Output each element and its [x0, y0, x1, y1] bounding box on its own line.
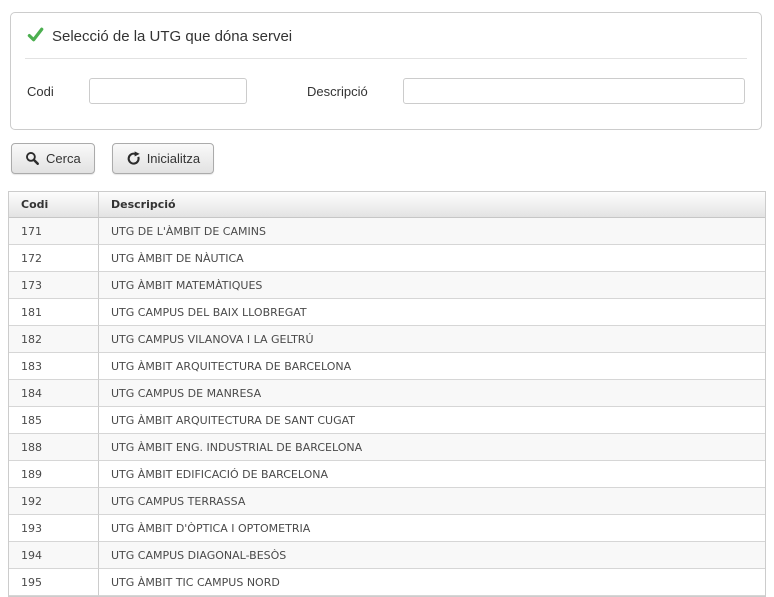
inicialitza-button-label: Inicialitza — [146, 151, 201, 166]
table-row[interactable]: 181 UTG CAMPUS DEL BAIX LLOBREGAT — [9, 299, 765, 326]
table-row[interactable]: 193 UTG ÀMBIT D'ÒPTICA I OPTOMETRIA — [9, 515, 765, 542]
search-form: Codi Descripció — [11, 59, 761, 129]
page-title: Selecció de la UTG que dóna servei — [52, 28, 293, 45]
table-row[interactable]: 189 UTG ÀMBIT EDIFICACIÓ DE BARCELONA — [9, 461, 765, 488]
table-header-row: Codi Descripció — [9, 192, 765, 218]
table-row[interactable]: 185 UTG ÀMBIT ARQUITECTURA DE SANT CUGAT — [9, 407, 765, 434]
cell-codi: 194 — [9, 542, 99, 569]
cell-codi: 189 — [9, 461, 99, 488]
cell-descripcio: UTG ÀMBIT EDIFICACIÓ DE BARCELONA — [99, 461, 765, 488]
table-row[interactable]: 194 UTG CAMPUS DIAGONAL-BESÒS — [9, 542, 765, 569]
cell-descripcio: UTG CAMPUS VILANOVA I LA GELTRÚ — [99, 326, 765, 353]
table-row[interactable]: 171 UTG DE L'ÀMBIT DE CAMINS — [9, 218, 765, 245]
cell-codi: 192 — [9, 488, 99, 515]
panel-header: Selecció de la UTG que dóna servei — [11, 13, 761, 58]
codi-input[interactable] — [89, 78, 247, 104]
inicialitza-button[interactable]: Inicialitza — [111, 143, 215, 174]
cell-descripcio: UTG ÀMBIT TIC CAMPUS NORD — [99, 569, 765, 596]
cell-descripcio: UTG ÀMBIT ARQUITECTURA DE BARCELONA — [99, 353, 765, 380]
table-row[interactable]: 183 UTG ÀMBIT ARQUITECTURA DE BARCELONA — [9, 353, 765, 380]
cell-codi: 173 — [9, 272, 99, 299]
table-row[interactable]: 184 UTG CAMPUS DE MANRESA — [9, 380, 765, 407]
cell-descripcio: UTG ÀMBIT MATEMÀTIQUES — [99, 272, 765, 299]
table-row[interactable]: 192 UTG CAMPUS TERRASSA — [9, 488, 765, 515]
cell-codi: 185 — [9, 407, 99, 434]
cell-codi: 181 — [9, 299, 99, 326]
toolbar: Cerca Inicialitza — [11, 143, 774, 174]
table-row[interactable]: 188 UTG ÀMBIT ENG. INDUSTRIAL DE BARCELO… — [9, 434, 765, 461]
cell-codi: 183 — [9, 353, 99, 380]
cell-codi: 172 — [9, 245, 99, 272]
codi-label: Codi — [27, 83, 54, 99]
table-row[interactable]: 195 UTG ÀMBIT TIC CAMPUS NORD — [9, 569, 765, 596]
refresh-icon — [126, 151, 141, 166]
cell-descripcio: UTG CAMPUS DE MANRESA — [99, 380, 765, 407]
selection-panel: Selecció de la UTG que dóna servei Codi … — [10, 12, 762, 130]
cell-descripcio: UTG ÀMBIT D'ÒPTICA I OPTOMETRIA — [99, 515, 765, 542]
descripcio-input[interactable] — [403, 78, 745, 104]
cell-descripcio: UTG CAMPUS TERRASSA — [99, 488, 765, 515]
cell-codi: 188 — [9, 434, 99, 461]
cell-descripcio: UTG ÀMBIT ARQUITECTURA DE SANT CUGAT — [99, 407, 765, 434]
cell-codi: 193 — [9, 515, 99, 542]
cerca-button-label: Cerca — [46, 151, 81, 166]
descripcio-label: Descripció — [307, 83, 368, 99]
search-icon — [25, 151, 40, 166]
cell-codi: 182 — [9, 326, 99, 353]
column-header-descripcio: Descripció — [99, 192, 765, 218]
cell-codi: 171 — [9, 218, 99, 245]
cell-descripcio: UTG ÀMBIT DE NÀUTICA — [99, 245, 765, 272]
table-row[interactable]: 172 UTG ÀMBIT DE NÀUTICA — [9, 245, 765, 272]
cell-descripcio: UTG CAMPUS DIAGONAL-BESÒS — [99, 542, 765, 569]
cerca-button[interactable]: Cerca — [11, 143, 95, 174]
panel-divider — [25, 58, 747, 59]
cell-descripcio: UTG CAMPUS DEL BAIX LLOBREGAT — [99, 299, 765, 326]
cell-codi: 195 — [9, 569, 99, 596]
table-row[interactable]: 173 UTG ÀMBIT MATEMÀTIQUES — [9, 272, 765, 299]
cell-descripcio: UTG DE L'ÀMBIT DE CAMINS — [99, 218, 765, 245]
cell-codi: 184 — [9, 380, 99, 407]
cell-descripcio: UTG ÀMBIT ENG. INDUSTRIAL DE BARCELONA — [99, 434, 765, 461]
table-row[interactable]: 182 UTG CAMPUS VILANOVA I LA GELTRÚ — [9, 326, 765, 353]
column-header-codi: Codi — [9, 192, 99, 218]
check-icon — [27, 26, 44, 47]
utg-results-table: Codi Descripció 171 UTG DE L'ÀMBIT DE CA… — [8, 191, 766, 597]
